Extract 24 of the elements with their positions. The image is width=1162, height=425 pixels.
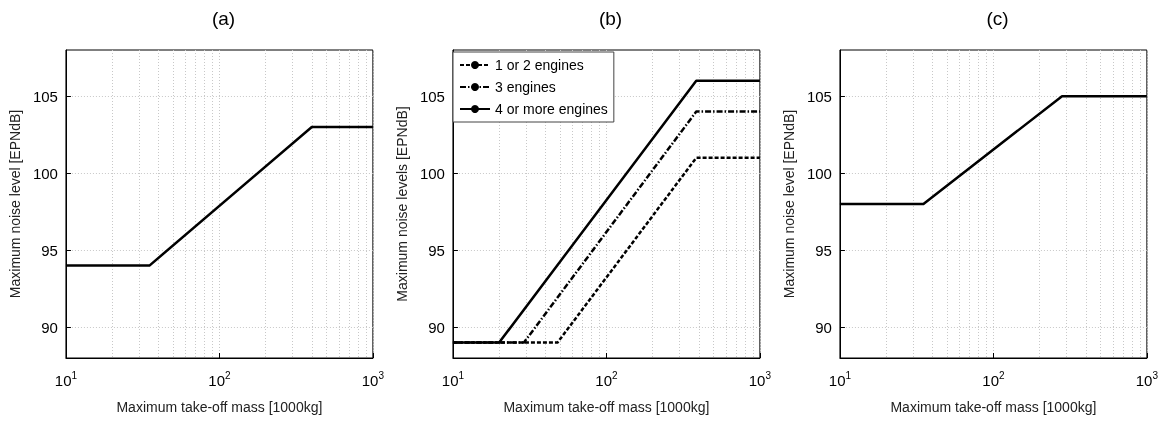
y-tick-label: 90 [41, 318, 58, 336]
y-tick-label: 90 [815, 318, 832, 336]
y-tick-label: 95 [428, 241, 445, 259]
x-axis-title: Maximum take-off mass [1000kg] [116, 399, 323, 415]
legend-label: 3 engines [495, 79, 556, 95]
y-axis-title: Maximum noise level [EPNdB] [781, 109, 797, 299]
legend-label: 4 or more engines [495, 101, 608, 117]
y-tick-label: 100 [806, 164, 832, 182]
x-axis-title: Maximum take-off mass [1000kg] [503, 399, 710, 415]
legend-label: 1 or 2 engines [495, 57, 584, 73]
y-tick-label: 90 [428, 318, 445, 336]
y-tick-label: 100 [419, 164, 445, 182]
x-axis-title: Maximum take-off mass [1000kg] [890, 399, 1097, 415]
y-tick-label: 100 [32, 164, 58, 182]
y-tick-label: 105 [806, 87, 832, 105]
chart-title: (c) [986, 8, 1009, 29]
y-tick-label: 105 [419, 87, 445, 105]
y-axis-title: Maximum noise level [EPNdB] [7, 109, 23, 299]
y-tick-label: 95 [41, 241, 58, 259]
y-axis-title: Maximum noise levels [EPNdB] [394, 106, 410, 302]
y-tick-label: 95 [815, 241, 832, 259]
chart-title: (a) [211, 8, 236, 29]
chart-title: (b) [598, 8, 623, 29]
y-tick-label: 105 [32, 87, 58, 105]
